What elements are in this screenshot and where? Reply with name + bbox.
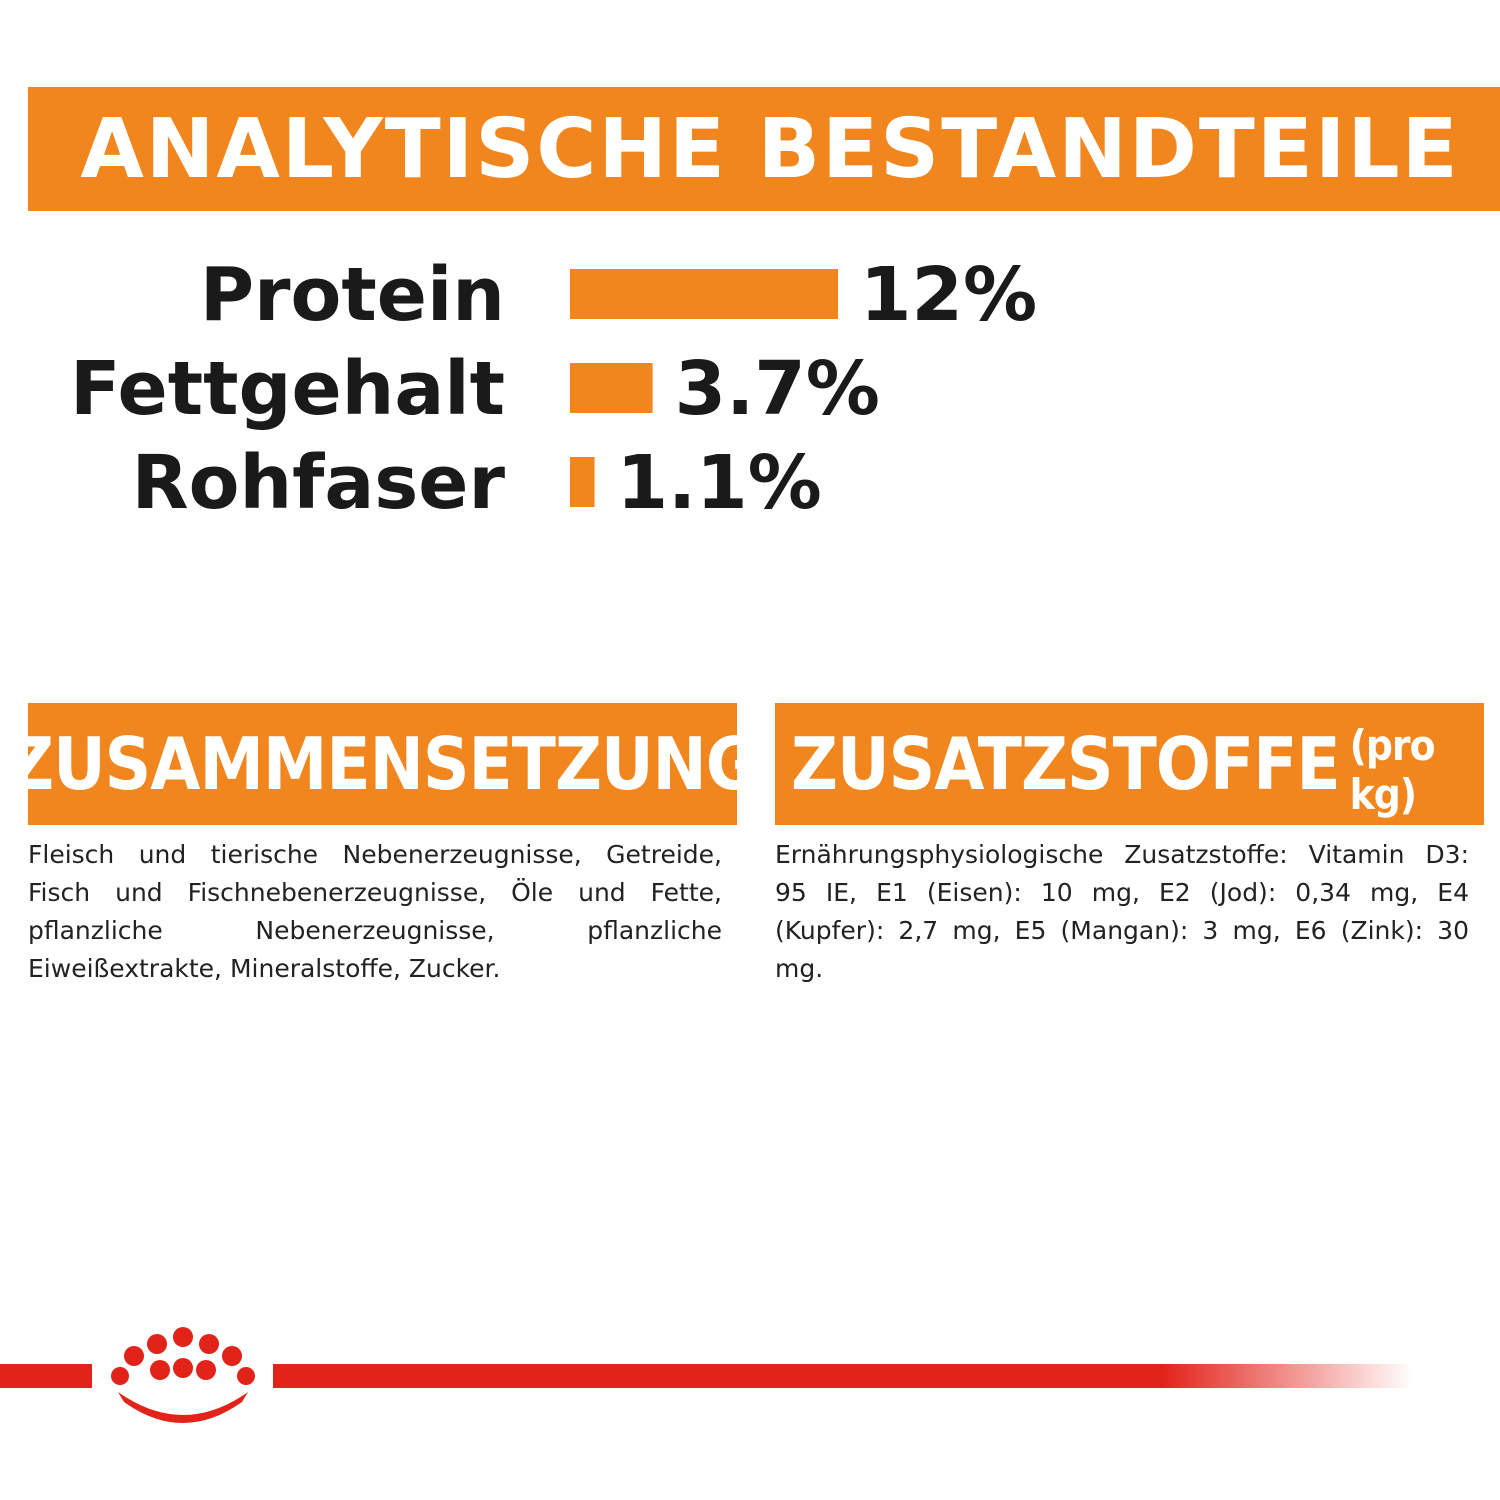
footer-line-left	[0, 1364, 92, 1388]
category-label-fettgehalt: Fettgehalt	[70, 346, 505, 432]
additives-text: Ernährungsphysiologische Zusatzstoffe: V…	[775, 840, 1469, 983]
value-label-fettgehalt: 3.7%	[675, 346, 880, 432]
additives-title: ZUSATZSTOFFE	[791, 722, 1341, 806]
main-title-banner: ANALYTISCHE BESTANDTEILE	[28, 87, 1500, 211]
bar-fettgehalt	[570, 363, 653, 413]
bar-rohfaser	[570, 457, 595, 507]
crown-logo-icon	[111, 1327, 255, 1423]
value-label-protein: 12%	[860, 252, 1037, 338]
category-label-protein: Protein	[200, 252, 505, 338]
main-title: ANALYTISCHE BESTANDTEILE	[80, 101, 1460, 197]
brand-footer	[0, 1327, 1413, 1423]
composition-text: Fleisch und tierische Nebenerzeugnisse, …	[28, 840, 722, 983]
nutrient-bar-chart: Protein 12% Fettgehalt 3.7% Rohfaser 1.1%	[70, 252, 1037, 526]
additives-unit: (pro kg)	[1349, 721, 1436, 819]
footer-line-right	[273, 1364, 1413, 1388]
composition-title: ZUSAMMENSETZUNG	[7, 722, 759, 806]
composition-banner: ZUSAMMENSETZUNG	[7, 703, 759, 825]
category-label-rohfaser: Rohfaser	[132, 440, 506, 526]
bar-protein	[570, 269, 838, 319]
value-label-rohfaser: 1.1%	[617, 440, 822, 526]
additives-banner: ZUSATZSTOFFE (pro kg)	[775, 703, 1484, 825]
